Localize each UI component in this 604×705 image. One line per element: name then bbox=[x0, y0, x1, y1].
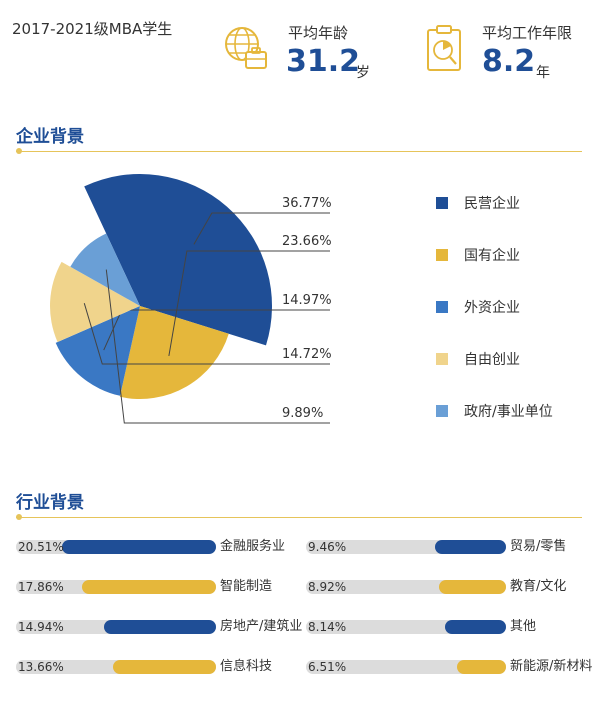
legend-swatch bbox=[436, 301, 448, 313]
bar-category-label: 信息科技 bbox=[220, 659, 273, 674]
bar-category-label: 房地产/建筑业 bbox=[220, 619, 303, 634]
section-title-industry: 行业背景 bbox=[16, 493, 84, 513]
legend-swatch bbox=[436, 405, 448, 417]
bar-value-label: 8.92% bbox=[308, 580, 347, 594]
avg-work-unit: 年 bbox=[536, 65, 550, 81]
section-rule bbox=[16, 517, 582, 518]
pie-value-label: 9.89% bbox=[282, 406, 323, 421]
legend-label: 政府/事业单位 bbox=[464, 404, 553, 420]
pie-slice bbox=[119, 306, 229, 399]
section-title-enterprise: 企业背景 bbox=[16, 127, 84, 147]
pie-value-label: 36.77% bbox=[282, 196, 332, 211]
bar-category-label: 贸易/零售 bbox=[510, 539, 567, 554]
bar-value-label: 9.46% bbox=[308, 540, 347, 554]
avg-age-unit: 岁 bbox=[356, 65, 370, 81]
bar-category-label: 其他 bbox=[510, 619, 537, 634]
pie-value-label: 14.72% bbox=[282, 347, 332, 362]
legend-swatch bbox=[436, 353, 448, 365]
bar-value-label: 6.51% bbox=[308, 660, 347, 674]
avg-work-value: 8.2 bbox=[482, 44, 536, 79]
bar-fill bbox=[103, 620, 216, 634]
pie-slice bbox=[84, 174, 272, 346]
bar-category-label: 新能源/新材料 bbox=[510, 659, 593, 674]
bar-fill bbox=[62, 540, 216, 554]
clipboard-chart-icon bbox=[427, 25, 461, 71]
globe-suitcase-icon bbox=[225, 27, 267, 69]
pie-slice bbox=[50, 261, 140, 343]
avg-age-label: 平均年龄 bbox=[288, 24, 349, 42]
bar-category-label: 教育/文化 bbox=[510, 579, 567, 594]
legend-label: 国有企业 bbox=[464, 247, 520, 264]
legend-swatch bbox=[436, 249, 448, 261]
pie-leader-line bbox=[105, 269, 330, 424]
bar-fill bbox=[434, 540, 506, 554]
bar-value-label: 8.14% bbox=[308, 620, 347, 634]
bar-fill bbox=[457, 660, 506, 674]
legend-label: 自由创业 bbox=[464, 352, 520, 368]
legend-label: 民营企业 bbox=[464, 195, 520, 212]
pie-leader-line bbox=[83, 303, 330, 365]
section-rule bbox=[16, 151, 582, 152]
legend-label: 外资企业 bbox=[464, 299, 520, 316]
enterprise-pie-chart: 36.77% 民营企业 23.66% 国有企业 14.97% 外资企业 14.72% 自由创业… bbox=[50, 174, 553, 424]
legend-swatch bbox=[436, 197, 448, 209]
bar-fill bbox=[113, 660, 216, 674]
pie-leader-line bbox=[193, 212, 330, 245]
avg-work-label: 平均工作年限 bbox=[482, 24, 573, 42]
bar-fill bbox=[439, 580, 506, 594]
bar-value-label: 14.94% bbox=[18, 620, 64, 634]
avg-age-value: 31.2 bbox=[286, 44, 361, 79]
bar-value-label: 20.51% bbox=[18, 540, 64, 554]
bar-category-label: 金融服务业 bbox=[220, 539, 286, 554]
bar-value-label: 17.86% bbox=[18, 580, 64, 594]
bar-fill bbox=[81, 580, 216, 594]
bar-fill bbox=[444, 620, 506, 634]
industry-bar-chart: 20.51% 金融服务业 17.86% 智能制造 14.94% 房地产/建筑业 13.66%… bbox=[0, 540, 604, 690]
cohort-title: 2017-2021级MBA学生 bbox=[12, 20, 173, 38]
bar-track bbox=[306, 660, 506, 674]
bar-value-label: 13.66% bbox=[18, 660, 64, 674]
pie-leader-line bbox=[168, 250, 330, 356]
pie-value-label: 14.97% bbox=[282, 293, 332, 308]
pie-value-label: 23.66% bbox=[282, 234, 332, 249]
bar-category-label: 智能制造 bbox=[220, 579, 273, 594]
pie-slice bbox=[70, 233, 140, 306]
